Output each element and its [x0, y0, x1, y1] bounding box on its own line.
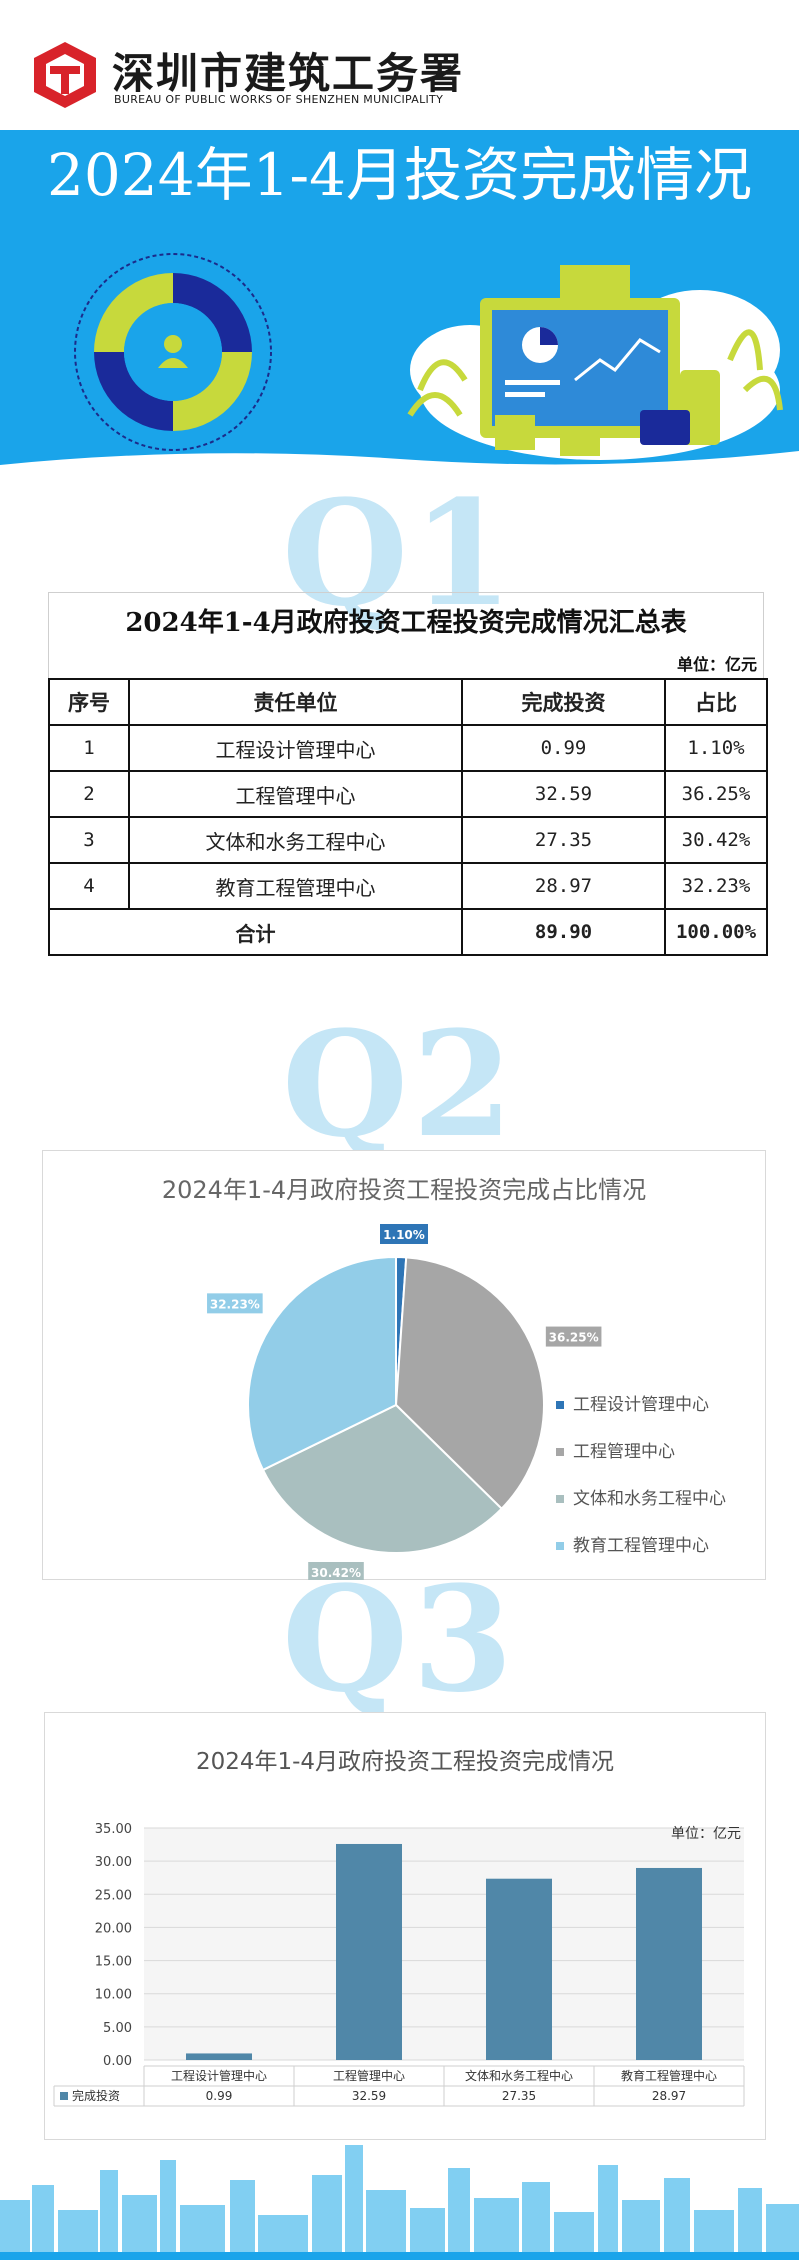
legend-item: 教育工程管理中心 [556, 1531, 709, 1556]
summary-table-title: 2024年1-4月政府投资工程投资完成情况汇总表 [48, 592, 764, 652]
section-label-q2: Q2 [281, 1000, 518, 1170]
y-tick-label: 25.00 [95, 1888, 132, 1903]
x-category-label: 工程管理中心 [333, 2068, 405, 2083]
bureau-logo [34, 42, 96, 108]
pie-slice [261, 1403, 504, 1554]
x-category-label: 教育工程管理中心 [621, 2068, 717, 2083]
bar [186, 2053, 252, 2060]
cell-investment: 28.97 [461, 862, 666, 910]
cell-investment: 0.99 [461, 724, 666, 772]
cell-index: 2 [48, 770, 130, 818]
y-tick-label: 15.00 [95, 1955, 132, 1970]
table-total-row: 合计 89.90 100.00% [48, 908, 768, 956]
bar-chart: 35.00 30.00 25.00 20.00 15.00 10.00 5.00 0.00 单位… [53, 1822, 745, 2107]
legend-swatch [556, 1448, 564, 1456]
legend-item: 文体和水务工程中心 [556, 1484, 726, 1509]
legend-swatch [556, 1495, 564, 1503]
cell-index: 1 [48, 724, 130, 772]
y-tick-label: 35.00 [95, 1822, 132, 1837]
series-swatch [60, 2092, 68, 2100]
summary-table-unit: 单位：亿元 [48, 652, 764, 678]
pie-slice [247, 1255, 397, 1472]
pie-data-label: 36.25% [545, 1326, 602, 1347]
cell-unit: 教育工程管理中心 [128, 862, 463, 910]
cell-investment: 27.35 [461, 816, 666, 864]
cell-share: 1.10% [664, 724, 768, 772]
org-name-en: BUREAU OF PUBLIC WORKS OF SHENZHEN MUNIC… [114, 93, 444, 106]
org-name-cn: 深圳市建筑工务署 [112, 49, 465, 98]
cell-index: 4 [48, 862, 130, 910]
table-row: 3 文体和水务工程中心 27.35 30.42% [48, 816, 768, 864]
svg-text:36.25%: 36.25% [549, 1331, 599, 1345]
y-tick-label: 30.00 [95, 1855, 132, 1870]
col-header-unit: 责任单位 [128, 678, 463, 726]
svg-text:1.10%: 1.10% [383, 1228, 425, 1242]
cell-investment: 32.59 [461, 770, 666, 818]
table-row: 4 教育工程管理中心 28.97 32.23% [48, 862, 768, 910]
col-header-index: 序号 [48, 678, 130, 726]
unit-label: 单位：亿元 [671, 1826, 741, 1842]
y-tick-label: 5.00 [103, 2021, 132, 2036]
section-label-q1: Q1 [281, 469, 518, 639]
table-row: 1 工程设计管理中心 0.99 1.10% [48, 724, 768, 772]
bar-value-label: 27.35 [502, 2089, 536, 2103]
cell-total-investment: 89.90 [461, 908, 666, 956]
x-category-label: 工程设计管理中心 [171, 2068, 267, 2083]
pie-data-label: 1.10% [380, 1224, 428, 1244]
y-tick-label: 10.00 [95, 1988, 132, 2003]
legend-label: 文体和水务工程中心 [573, 1489, 726, 1509]
x-category-label: 文体和水务工程中心 [465, 2068, 573, 2083]
cell-unit: 工程管理中心 [128, 770, 463, 818]
table-row: 2 工程管理中心 32.59 36.25% [48, 770, 768, 818]
legend-item: 工程设计管理中心 [556, 1390, 709, 1415]
cell-share: 30.42% [664, 816, 768, 864]
pie-chart: 1.10% 36.25% 30.42% 32.23% [207, 1224, 602, 1580]
col-header-share: 占比 [664, 678, 768, 726]
series-name-label: 完成投资 [72, 2088, 120, 2103]
pie-data-label: 30.42% [308, 1562, 364, 1580]
cell-unit: 工程设计管理中心 [128, 724, 463, 772]
legend-label: 工程设计管理中心 [573, 1395, 709, 1415]
cell-share: 36.25% [664, 770, 768, 818]
bar [336, 1843, 402, 2060]
legend-item: 工程管理中心 [556, 1437, 675, 1462]
table-header-row: 序号 责任单位 完成投资 占比 [48, 678, 768, 726]
y-tick-label: 20.00 [95, 1921, 132, 1936]
bar [636, 1867, 702, 2060]
legend-swatch [556, 1542, 564, 1550]
legend-label: 教育工程管理中心 [573, 1536, 709, 1556]
bar-value-label: 32.59 [352, 2089, 386, 2103]
cell-total-label: 合计 [48, 908, 463, 956]
bar [486, 1878, 552, 2060]
header-illustration [74, 253, 783, 460]
cell-unit: 文体和水务工程中心 [128, 816, 463, 864]
y-tick-label: 0.00 [103, 2054, 132, 2069]
bar-value-label: 28.97 [652, 2089, 686, 2103]
cell-index: 3 [48, 816, 130, 864]
bar-chart-title: 2024年1-4月政府投资工程投资完成情况 [195, 1749, 615, 1775]
pie-data-label: 32.23% [207, 1293, 263, 1314]
cell-total-share: 100.00% [664, 908, 768, 956]
page-title: 2024年1-4月投资完成情况 [46, 141, 752, 209]
pie-slice [394, 1256, 545, 1511]
header-logo-strip [0, 0, 799, 130]
skyline-decoration [0, 2145, 799, 2260]
pie-chart-title: 2024年1-4月政府投资工程投资完成占比情况 [161, 1176, 647, 1204]
col-header-investment: 完成投资 [461, 678, 666, 726]
svg-text:32.23%: 32.23% [210, 1297, 260, 1311]
svg-text:30.42%: 30.42% [311, 1566, 361, 1580]
cell-share: 32.23% [664, 862, 768, 910]
section-label-q3: Q3 [281, 1555, 518, 1725]
legend-label: 工程管理中心 [573, 1442, 675, 1462]
bar-value-label: 0.99 [206, 2089, 233, 2103]
legend-swatch [556, 1401, 564, 1409]
header-wave [0, 451, 799, 485]
summary-table: 序号 责任单位 完成投资 占比 1 工程设计管理中心 0.99 1.10% 2 … [48, 678, 768, 956]
